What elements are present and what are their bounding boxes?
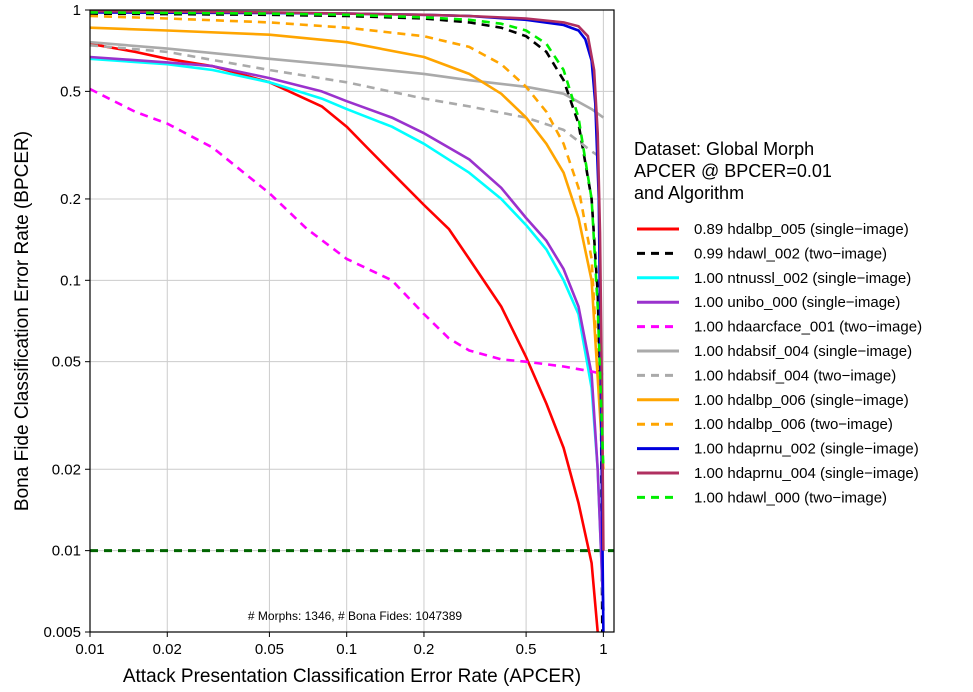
legend-label: 1.00 hdaprnu_004 (single−image) (694, 465, 919, 482)
x-tick-label: 0.01 (75, 641, 104, 658)
legend-label: 1.00 hdalbp_006 (single−image) (694, 392, 909, 409)
series-line (89, 11, 605, 470)
legend-items: 0.89 hdalbp_005 (single−image) 0.99 hdawl… (637, 221, 922, 506)
legend-title-line: Dataset: Global Morph (634, 139, 814, 159)
y-tick-label: 0.2 (60, 191, 81, 208)
y-tick-label: 0.02 (52, 461, 81, 478)
series-line (89, 44, 605, 161)
x-tick-label: 0.1 (336, 641, 357, 658)
legend-label: 1.00 hdalbp_006 (two−image) (694, 416, 893, 433)
series-line (89, 26, 605, 470)
legend-label: 1.00 ntnussl_002 (single−image) (694, 270, 911, 287)
legend-title-line: APCER @ BPCER=0.01 (634, 161, 832, 181)
legend-title-line: and Algorithm (634, 183, 744, 203)
legend-label: 1.00 hdaarcface_001 (two−image) (694, 319, 922, 336)
legend-label: 1.00 hdabsif_004 (two−image) (694, 367, 896, 384)
y-tick-label: 0.05 (52, 354, 81, 371)
series-line (89, 9, 605, 551)
y-tick-label: 0.005 (43, 624, 81, 641)
plot-frame (89, 9, 615, 633)
x-tick-label: 0.02 (153, 641, 182, 658)
y-tick-label: 0.5 (60, 83, 81, 100)
series-line (89, 14, 605, 470)
legend-label: 1.00 unibo_000 (single−image) (694, 294, 900, 311)
x-tick-label: 0.05 (255, 641, 284, 658)
series-layer (89, 9, 605, 633)
y-axis-label: Bona Fide Classification Error Rate (BPC… (12, 131, 33, 511)
series-line (89, 40, 605, 119)
legend-label: 1.00 hdawl_000 (two−image) (694, 489, 887, 506)
y-tick-label: 0.01 (52, 543, 81, 560)
y-tick-label: 0.1 (60, 272, 81, 289)
legend-label: 1.00 hdabsif_004 (single−image) (694, 343, 912, 360)
x-tick-label: 0.5 (516, 641, 537, 658)
x-axis-ticks: 0.01 0.02 0.05 0.1 0.2 0.5 1 (75, 632, 608, 658)
sample-count-annotation: # Morphs: 1346, # Bona Fides: 1047389 (248, 609, 462, 623)
y-tick-label: 1 (73, 2, 81, 19)
legend: Dataset: Global Morph APCER @ BPCER=0.01… (634, 139, 922, 506)
legend-label: 0.89 hdalbp_005 (single−image) (694, 221, 909, 238)
grid (89, 9, 614, 633)
x-tick-label: 0.2 (414, 641, 435, 658)
legend-label: 0.99 hdawl_002 (two−image) (694, 245, 887, 262)
y-axis-ticks: 0.005 0.01 0.02 0.05 0.1 0.2 0.5 1 (43, 2, 90, 641)
x-axis-label: Attack Presentation Classification Error… (123, 666, 581, 687)
series-line (89, 87, 604, 376)
legend-label: 1.00 hdaprnu_002 (single−image) (694, 441, 919, 458)
series-line (89, 55, 605, 611)
x-tick-label: 1 (599, 641, 607, 658)
series-line (89, 57, 605, 611)
series-line (89, 42, 599, 633)
